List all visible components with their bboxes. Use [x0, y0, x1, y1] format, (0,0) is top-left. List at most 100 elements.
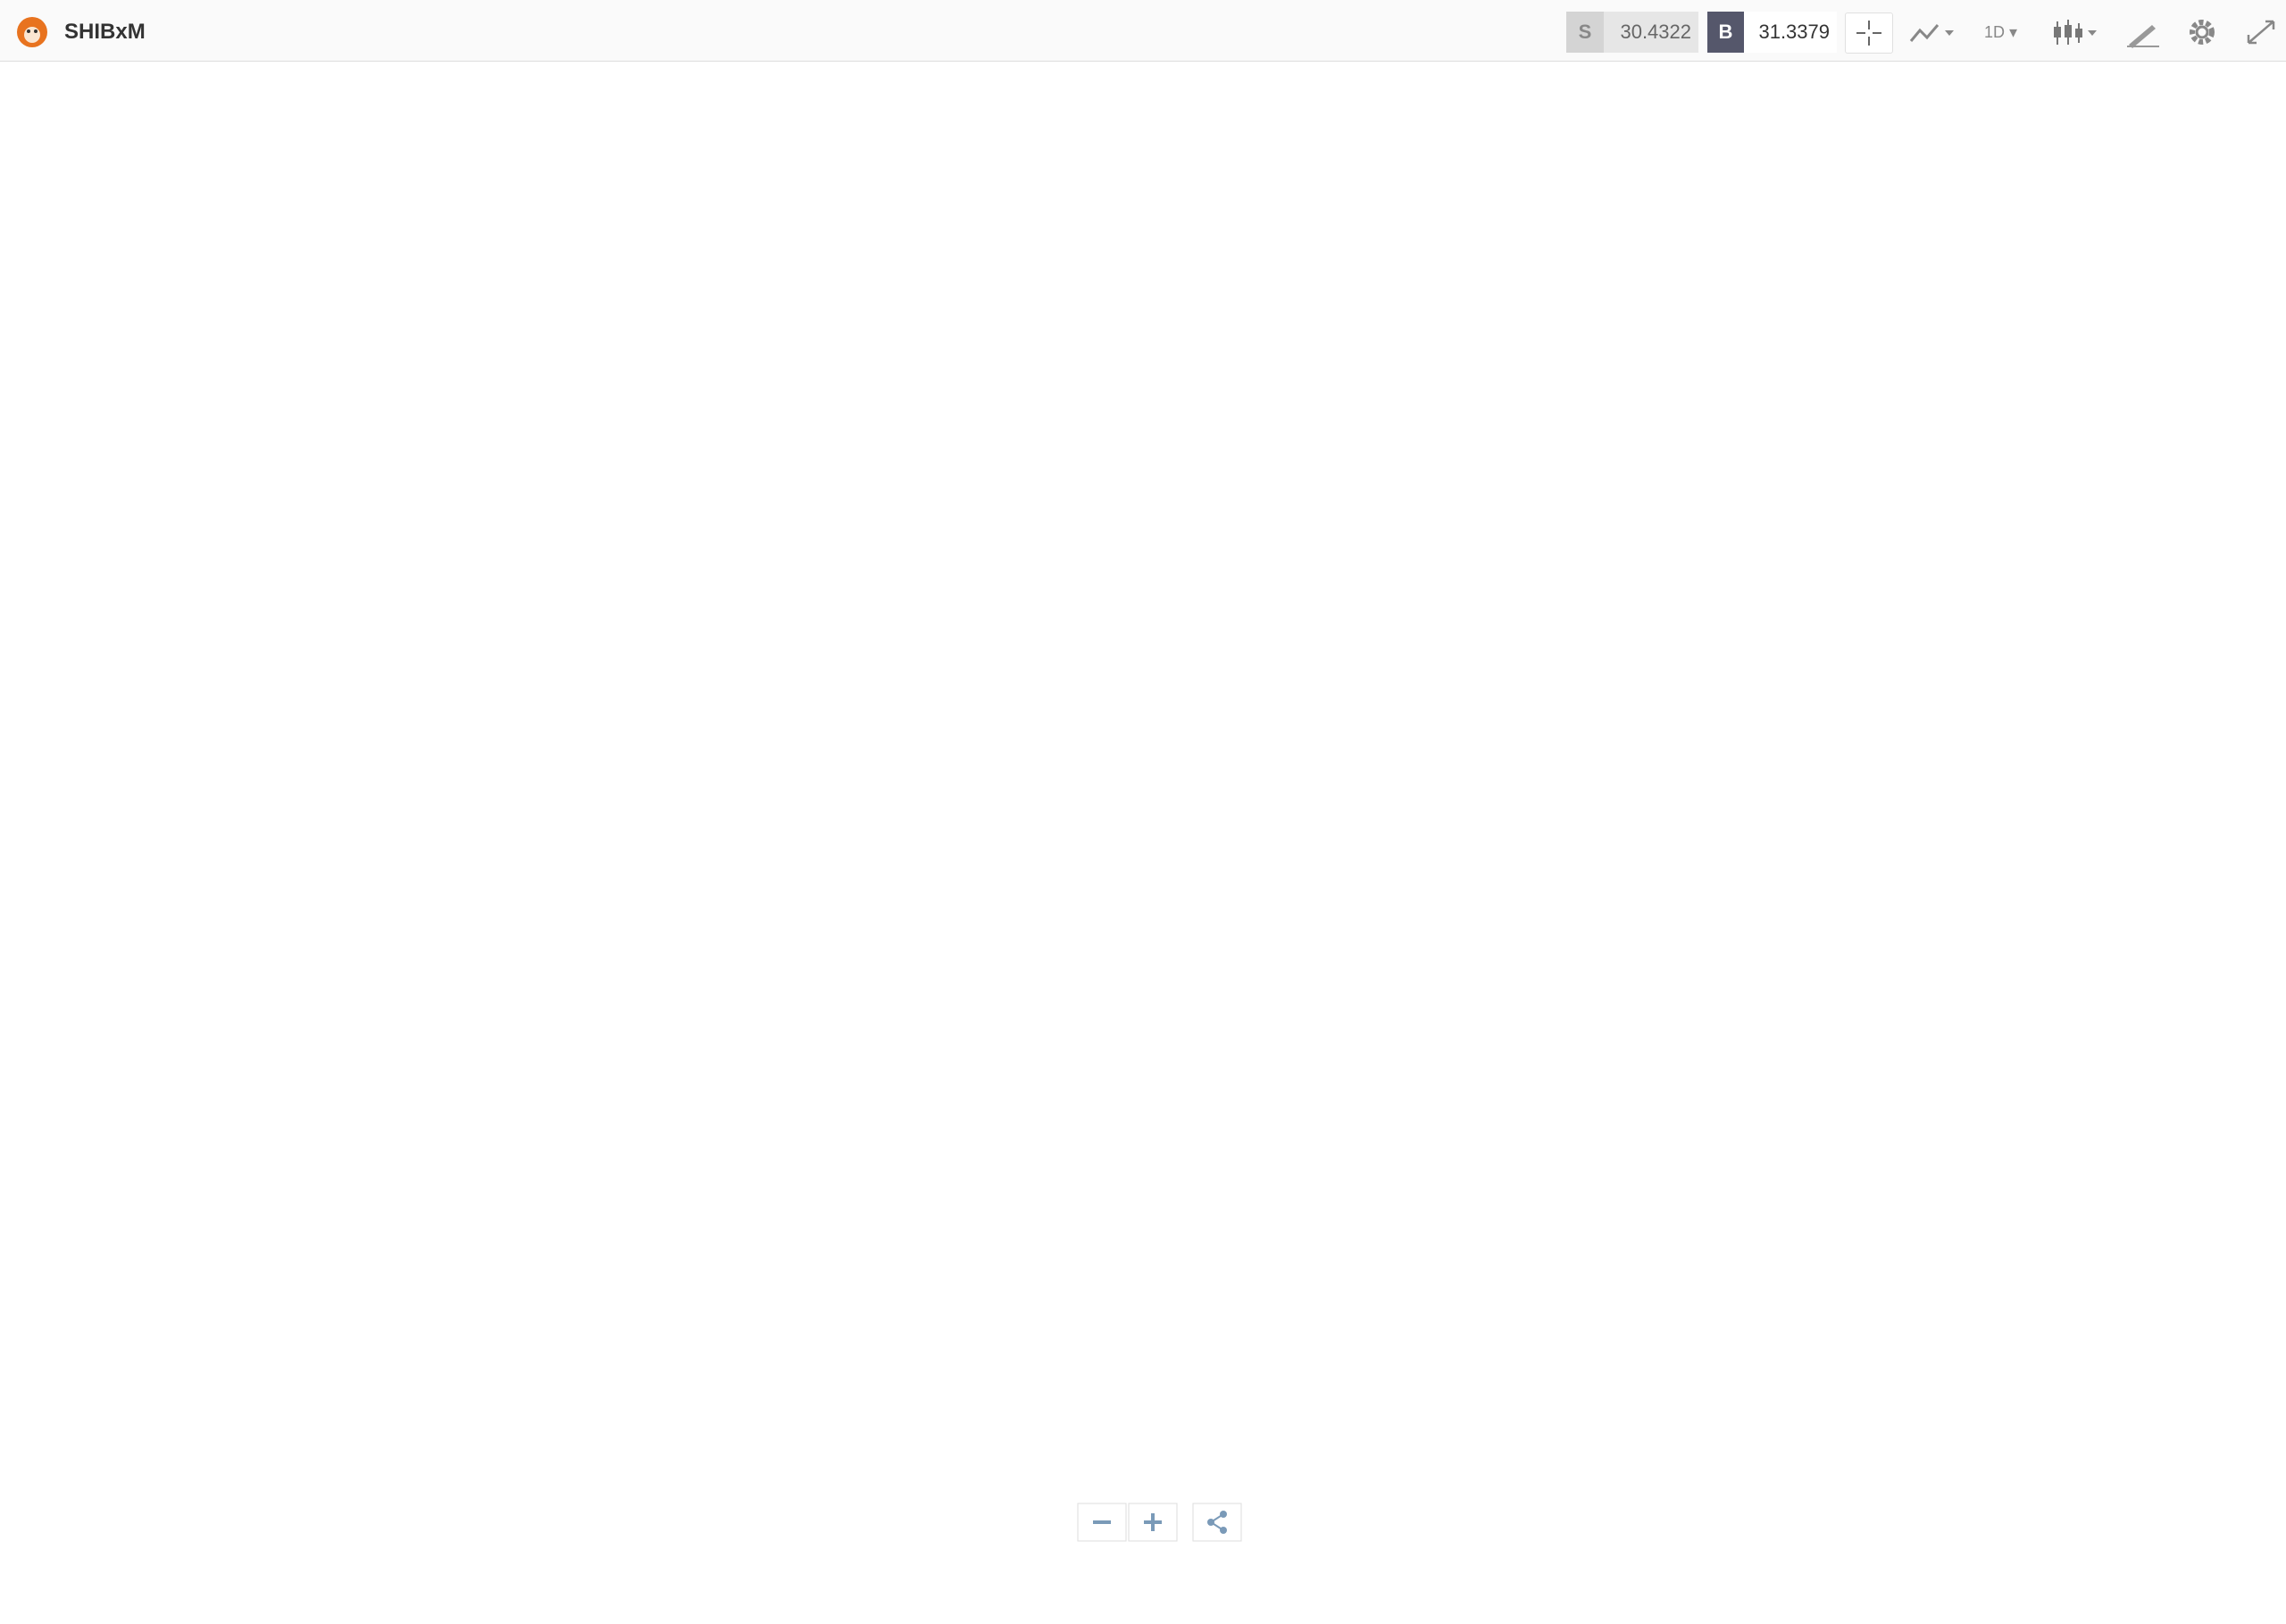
candle-body — [373, 1565, 386, 1569]
candle-body — [925, 1453, 938, 1460]
symbol: SHIBxM — [64, 20, 146, 44]
sell-price[interactable]: 30.4322 — [1604, 12, 1698, 53]
candle-body — [1103, 1419, 1115, 1428]
candle-body — [463, 1550, 475, 1553]
candle-body — [2153, 1018, 2165, 1158]
candle-body — [178, 1568, 190, 1571]
candle-body — [2117, 1208, 2130, 1218]
candle-body — [979, 1463, 991, 1467]
candle-body — [1690, 828, 1703, 881]
candle-body — [747, 1432, 760, 1460]
indicator-button[interactable] — [1906, 12, 1954, 52]
last-price-box — [2232, 1037, 2284, 1055]
candle-body — [1815, 1000, 1828, 1037]
x-tick-label: Aug — [1008, 1591, 1032, 1606]
candle-body — [1619, 620, 1631, 708]
candle-body — [53, 1570, 65, 1573]
candle-body — [1584, 396, 1596, 621]
candle-body — [943, 1458, 955, 1462]
candle-body — [338, 1568, 350, 1571]
buy-button[interactable]: B — [1707, 12, 1744, 53]
candle-body — [480, 1543, 493, 1553]
x-tick-label: Apr — [287, 1591, 307, 1606]
candle-body — [1655, 671, 1667, 708]
candle-body — [1264, 1453, 1276, 1458]
crosshair-button[interactable] — [1845, 12, 1893, 54]
share-button[interactable] — [1192, 1503, 1242, 1542]
candle-body — [1922, 983, 1934, 994]
candle-body — [1566, 361, 1579, 397]
candle-body — [818, 1424, 830, 1443]
candle-body — [2082, 1208, 2095, 1218]
logo — [17, 17, 47, 47]
x-tick-label: May — [462, 1591, 488, 1606]
y-tick-label: 30.0000 — [2238, 1045, 2286, 1060]
candle-body — [889, 1437, 902, 1448]
candle-body — [1601, 620, 1614, 623]
candle-body — [1548, 239, 1561, 362]
candle-body — [1957, 1018, 1970, 1088]
candle-body — [1139, 1430, 1151, 1445]
y-tick-label: 10.0000 — [2238, 1391, 2286, 1406]
candle-body — [2100, 1208, 2112, 1211]
candle-body — [88, 1570, 101, 1572]
candle-body — [1886, 905, 1898, 933]
candle-body — [1868, 931, 1881, 985]
candle-body — [2047, 1104, 2059, 1210]
candle-body — [1904, 905, 1916, 985]
candle-body — [676, 1415, 688, 1434]
x-tick-label: Nov — [1555, 1591, 1579, 1606]
candle-body — [1246, 1453, 1258, 1462]
x-tick-label: Mar — [101, 1591, 124, 1606]
candle-body — [534, 992, 546, 1304]
candle-body — [1334, 1441, 1347, 1448]
candle-body — [445, 1545, 457, 1552]
x-tick-label: 2022 — [1913, 1591, 1942, 1606]
candle-body — [2029, 1052, 2041, 1106]
candle-body — [1423, 1104, 1436, 1158]
interval-button[interactable]: 1D ▾ — [1984, 23, 2018, 41]
candle-body — [36, 1570, 47, 1573]
settings-button[interactable] — [2179, 12, 2225, 52]
candle-body — [0, 1570, 13, 1573]
candle-body — [1174, 1450, 1187, 1455]
candle-body — [1673, 706, 1685, 829]
candle-body — [1477, 1104, 1489, 1158]
candle-body — [605, 1415, 617, 1434]
x-tick-label: Feb — [2100, 1591, 2123, 1606]
chart-type-button[interactable] — [2050, 12, 2097, 52]
candle-body — [1228, 1446, 1240, 1462]
candle-body — [1762, 776, 1774, 881]
candle-body — [1299, 1428, 1312, 1434]
candle-body — [907, 1446, 920, 1455]
candle-body — [1281, 1432, 1294, 1458]
candle-body — [391, 1537, 404, 1567]
candle-body — [1637, 671, 1649, 708]
candle-body — [1940, 992, 1952, 1020]
candle-body — [320, 1569, 332, 1571]
candle-body — [267, 1569, 279, 1572]
fullscreen-button[interactable] — [2238, 12, 2284, 52]
y-tick-label: 70.0000 — [2238, 354, 2286, 369]
sell-button[interactable]: S — [1566, 12, 1604, 53]
y-tick-label: 60.0000 — [2238, 527, 2286, 542]
candle-body — [1798, 966, 1810, 1002]
zoom-in-button[interactable] — [1128, 1503, 1178, 1542]
candle-body — [355, 1567, 368, 1570]
draw-button[interactable] — [2120, 12, 2166, 52]
zoom-out-button[interactable] — [1077, 1503, 1127, 1542]
candle-body — [249, 1569, 262, 1571]
candle-body — [1993, 1018, 2006, 1106]
candle-body — [160, 1569, 172, 1571]
candle-body — [1406, 1156, 1418, 1365]
y-tick-label: 80.0000 — [2238, 180, 2286, 196]
y-tick-label: 0.0000 — [2238, 1563, 2279, 1578]
candle-body — [622, 1406, 635, 1434]
candle-body — [640, 1406, 653, 1434]
candle-body — [1726, 914, 1739, 933]
buy-price[interactable]: 31.3379 — [1744, 12, 1837, 53]
candle-body — [1370, 1441, 1382, 1452]
candle-body — [765, 1432, 778, 1452]
candle-body — [1032, 1441, 1045, 1463]
